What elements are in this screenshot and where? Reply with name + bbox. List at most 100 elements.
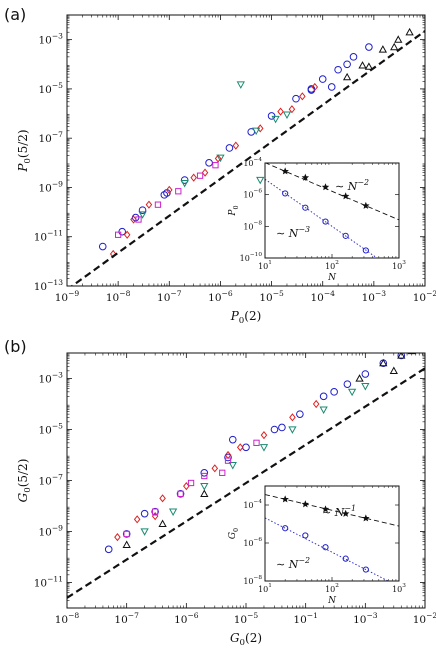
data-point [330, 388, 338, 396]
data-point [176, 490, 185, 498]
data-point [135, 216, 142, 223]
inset-y-tick-label: 10−10 [240, 252, 263, 263]
inset-y-tick-label: 10−6 [243, 189, 262, 200]
inset-point [341, 192, 350, 200]
data-point [365, 43, 373, 51]
scatter-points [98, 27, 414, 259]
data-point [154, 201, 162, 208]
inset-plot: 101 102 103 10−8 10−6 10−4 N G0 ∼ N−1 ∼ N−2 [228, 485, 406, 606]
inset-frame [264, 485, 400, 582]
panel-label: (a) [4, 5, 26, 24]
x-tick-label: 10−9 [55, 289, 80, 304]
x-tick-label: 10−7 [157, 289, 182, 304]
inset-point [322, 544, 329, 551]
data-point [259, 444, 269, 452]
data-point [282, 111, 292, 120]
x-tick-label: 10−3 [353, 611, 378, 626]
x-axis-title: P0(2) [230, 309, 262, 326]
data-point [334, 65, 342, 74]
data-point [407, 353, 416, 355]
data-point [278, 423, 286, 432]
y-tick-label: 10−5 [38, 422, 63, 437]
data-point [292, 94, 300, 103]
data-point [232, 141, 240, 150]
y-tick-label: 10−3 [38, 371, 63, 386]
data-point [140, 528, 149, 536]
inset-y-title: G0 [228, 528, 240, 539]
y-tick-label: 10−3 [38, 32, 63, 47]
inset-point [362, 247, 369, 254]
data-point [190, 173, 197, 182]
data-point [200, 483, 209, 491]
data-point [123, 230, 131, 239]
y-tick-label: 10−7 [38, 473, 63, 488]
inset-frame [264, 162, 400, 259]
y-tick-label: 10−9 [38, 179, 63, 194]
data-point [122, 530, 131, 538]
x-tick-label: 10−3 [362, 289, 387, 304]
data-point [151, 507, 159, 516]
inset-x-title: N [327, 273, 337, 283]
data-point [205, 159, 213, 167]
data-point [138, 211, 147, 219]
x-tick-label: 10−1 [293, 611, 318, 626]
inset-point [301, 173, 310, 181]
data-point [347, 388, 357, 397]
x-tick-label: 10−6 [208, 289, 233, 304]
y-tick-label: 10−9 [38, 524, 63, 539]
data-point [277, 107, 284, 116]
data-point [256, 124, 264, 133]
inset-fit-line [265, 178, 378, 258]
data-point [289, 413, 296, 422]
data-point [378, 45, 388, 53]
data-point [288, 426, 297, 434]
panel-b: (b) 10−8 10−7 10−6 10−5 10−1 10−3 10−2 10−11 10−9… [4, 337, 436, 648]
x-tick-label: 10−5 [234, 611, 259, 626]
data-point [271, 115, 280, 124]
data-point [177, 490, 184, 497]
y-tick-label: 10−11 [34, 575, 63, 590]
data-point [364, 62, 374, 70]
scatter-points [104, 353, 416, 554]
x-axis-title: G0(2) [230, 631, 262, 648]
data-point [236, 81, 245, 89]
data-point [130, 215, 137, 224]
inset-point [342, 555, 349, 562]
data-point [175, 188, 182, 195]
inset-point [322, 218, 329, 225]
x-tick-label: 10−4 [310, 289, 335, 304]
data-point [216, 154, 225, 163]
inset-point [281, 167, 289, 175]
plot-frame [66, 14, 426, 287]
data-point [288, 105, 296, 114]
inset-y-tick-label: 10−8 [243, 575, 262, 586]
data-point [225, 144, 234, 152]
data-point [270, 425, 279, 434]
x-tick-label: 10−8 [106, 289, 131, 304]
data-point [196, 172, 204, 179]
panel-a: (a) 10−9 10−8 10−7 10−6 10−5 10−4 10−3 10−2 10−13… [4, 5, 436, 326]
data-point [361, 383, 370, 391]
data-point [355, 374, 364, 382]
data-point [256, 176, 265, 185]
y-axis-title: P0(5/2) [16, 129, 33, 172]
inset-point [342, 232, 349, 239]
inset-point [383, 262, 388, 267]
inset-annotation: ∼ N−2 [276, 556, 310, 571]
inset-annotation: ∼ N−3 [276, 225, 310, 240]
data-point [104, 545, 113, 554]
inset-point [321, 183, 330, 191]
data-point [214, 154, 222, 163]
x-tick-label: 10−2 [413, 611, 436, 626]
inset-x-title: N [327, 596, 337, 606]
data-point [358, 61, 367, 69]
data-point [224, 453, 232, 462]
inset-fit-line [265, 494, 399, 527]
inset-point [302, 532, 309, 539]
data-point [397, 353, 406, 359]
fit-line [70, 30, 425, 286]
inset-point [341, 509, 350, 517]
data-point [236, 443, 244, 452]
inset-point [302, 204, 309, 211]
data-point [180, 179, 189, 188]
